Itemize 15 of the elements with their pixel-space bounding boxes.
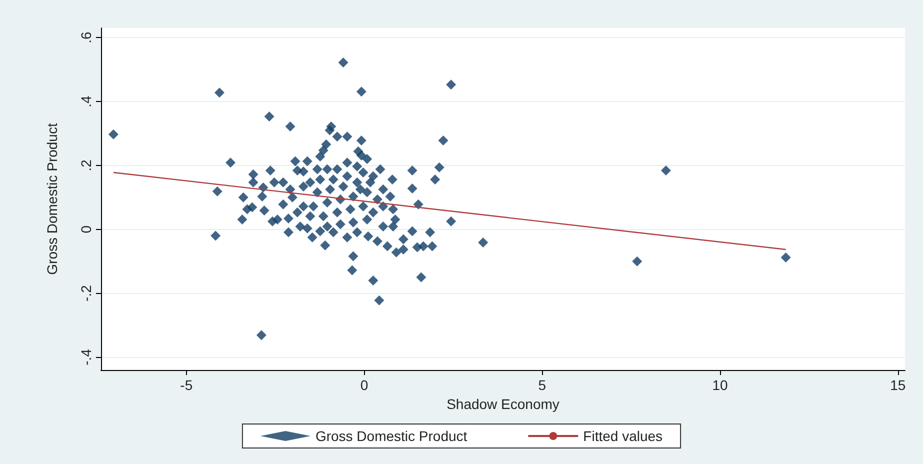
x-tick-label: 0 bbox=[360, 377, 368, 393]
legend-label: Fitted values bbox=[583, 428, 663, 444]
y-tick-label: .2 bbox=[78, 159, 94, 172]
y-tick-label: 0 bbox=[78, 225, 94, 234]
x-tick-label: -5 bbox=[180, 377, 193, 393]
y-tick-label: -.2 bbox=[78, 284, 94, 302]
x-tick-label: 5 bbox=[538, 377, 546, 393]
x-axis-title: Shadow Economy bbox=[446, 396, 560, 412]
y-tick-label: .6 bbox=[78, 32, 94, 44]
y-axis-title: Gross Domestic Product bbox=[44, 123, 60, 275]
x-tick-label: 15 bbox=[890, 377, 906, 393]
y-tick-label: -.4 bbox=[78, 348, 94, 366]
legend-label: Gross Domestic Product bbox=[315, 428, 468, 444]
x-tick-label: 10 bbox=[712, 377, 728, 393]
y-tick-label: .4 bbox=[78, 95, 94, 108]
